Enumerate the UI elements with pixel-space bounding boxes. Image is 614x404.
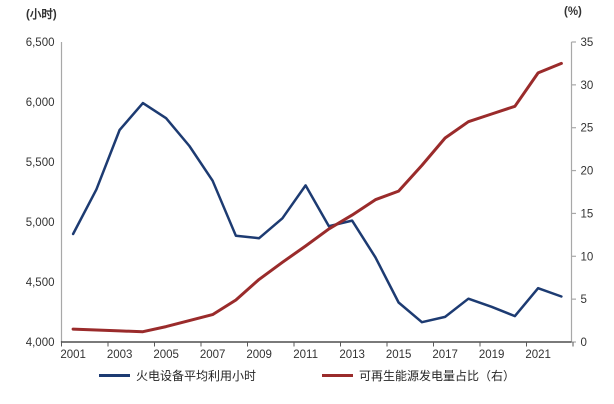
x-axis-tick-label: 2003 xyxy=(107,349,133,361)
left-axis-tick-label: 4,500 xyxy=(26,277,55,289)
x-axis-tick-label: 2015 xyxy=(386,349,412,361)
left-axis-unit-label: (小时) xyxy=(26,9,57,21)
legend-item-renewable-share: 可再生能源发电量占比（右） xyxy=(322,367,515,384)
right-axis-tick-label: 35 xyxy=(581,37,594,49)
left-axis-tick-label: 5,500 xyxy=(26,157,55,169)
x-axis-tick-label: 2005 xyxy=(153,349,179,361)
left-axis-tick-label: 6,500 xyxy=(26,37,55,49)
legend-label-thermal-hours: 火电设备平均利用小时 xyxy=(135,369,256,383)
right-axis-tick-label: 30 xyxy=(581,80,594,92)
x-axis-tick-label: 2019 xyxy=(479,349,505,361)
right-axis-tick-label: 10 xyxy=(581,251,594,263)
right-axis-tick-label: 5 xyxy=(581,294,587,306)
right-axis-tick-label: 15 xyxy=(581,208,594,220)
right-axis-tick-label: 20 xyxy=(581,166,594,178)
renewable-share-line xyxy=(71,61,563,334)
right-axis-tick-label: 25 xyxy=(581,123,594,135)
left-axis-tick-label: 4,000 xyxy=(26,337,55,349)
legend: 火电设备平均利用小时 可再生能源发电量占比（右） xyxy=(0,367,614,384)
x-axis-tick-label: 2013 xyxy=(339,349,365,361)
x-axis-tick-label: 2021 xyxy=(525,349,551,361)
thermal-hours-line-swatch xyxy=(98,374,130,377)
x-axis-tick-label: 2017 xyxy=(432,349,458,361)
x-axis-tick-label: 2011 xyxy=(293,349,318,361)
thermal-hours-line xyxy=(71,101,563,324)
legend-label-renewable-share: 可再生能源发电量占比（右） xyxy=(359,369,516,383)
legend-item-thermal-hours: 火电设备平均利用小时 xyxy=(98,367,256,384)
left-axis-tick-label: 6,000 xyxy=(26,97,55,109)
right-axis-tick-label: 0 xyxy=(581,337,587,349)
x-axis-tick-label: 2001 xyxy=(60,349,86,361)
renewable-share-line-swatch xyxy=(322,374,353,377)
x-axis-tick-label: 2009 xyxy=(246,349,272,361)
x-axis-tick-label: 2007 xyxy=(200,349,226,361)
left-axis-tick-label: 5,000 xyxy=(26,217,55,229)
right-axis-unit-label: (%) xyxy=(564,6,582,18)
